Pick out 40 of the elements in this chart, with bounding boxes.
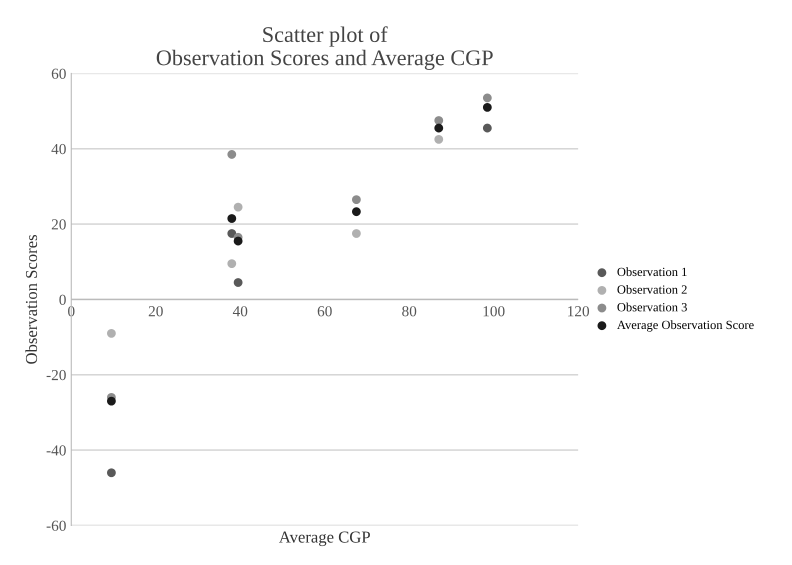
y-tick-label: 0 [59,294,66,305]
x-tick-label: 20 [148,306,163,316]
y-tick-label: 60 [52,68,66,79]
y-tick-label: -20 [46,370,66,380]
point [234,202,243,212]
legend-label: Observation 1 [617,267,687,276]
point [107,468,116,478]
point [234,278,243,287]
point [352,229,361,238]
point [107,396,116,406]
point [227,214,236,223]
legend-label: Average Observation Score [617,320,754,332]
chart-title: Scatter plot of Observation Scores and Average CGP [156,26,493,70]
y-tick-label: 20 [52,219,66,230]
point [434,134,444,144]
legend-label: Observation 2 [617,284,687,294]
x-tick-label: 80 [402,306,416,316]
point [352,195,361,204]
y-tick-label: -40 [46,445,66,456]
point [107,328,116,338]
point [227,229,236,238]
x-tick-label: 120 [568,306,590,316]
point [434,124,444,132]
x-tick-label: 100 [484,306,505,316]
point [434,116,444,125]
point [227,150,236,159]
y-tick-label: -60 [46,520,66,531]
y-tick-label: 40 [51,144,66,154]
point [234,236,243,246]
y-axis-title: Observation Scores [25,235,38,364]
point [227,259,236,268]
x-tick-label: 60 [318,306,332,316]
point [482,124,492,132]
point [352,207,361,216]
x-axis-title: Average CGP [278,531,370,546]
legend-label: Observation 3 [617,302,687,312]
x-tick-label: 0 [68,306,75,316]
x-tick-label: 40 [232,306,248,316]
point [482,94,492,102]
point [482,102,492,112]
